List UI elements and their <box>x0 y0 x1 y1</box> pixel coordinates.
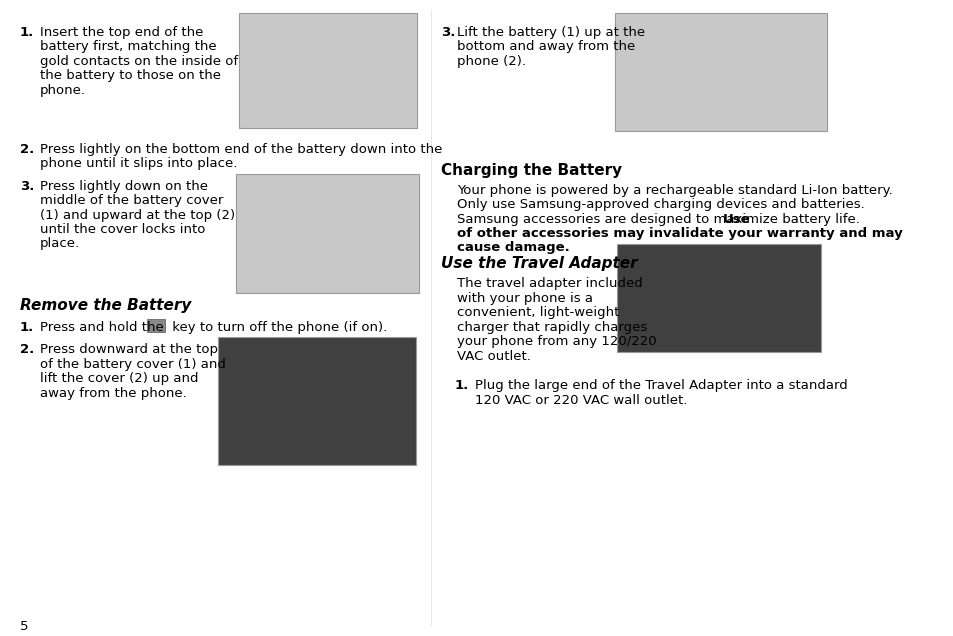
Text: Press downward at the top: Press downward at the top <box>40 343 218 356</box>
Text: Plug the large end of the Travel Adapter into a standard: Plug the large end of the Travel Adapter… <box>475 379 847 392</box>
Text: key to turn off the phone (if on).: key to turn off the phone (if on). <box>169 321 387 335</box>
Text: 3.: 3. <box>440 26 455 39</box>
Text: 3.: 3. <box>20 179 34 193</box>
Text: Charging the Battery: Charging the Battery <box>440 163 621 177</box>
Text: lift the cover (2) up and: lift the cover (2) up and <box>40 372 198 385</box>
Text: Use the Travel Adapter: Use the Travel Adapter <box>440 256 637 272</box>
Bar <box>218 337 416 465</box>
Text: Lift the battery (1) up at the: Lift the battery (1) up at the <box>456 26 644 39</box>
Text: bottom and away from the: bottom and away from the <box>456 41 635 53</box>
Text: 5: 5 <box>20 619 28 633</box>
Text: VAC outlet.: VAC outlet. <box>456 350 531 363</box>
Text: Samsung accessories are designed to maximize battery life.: Samsung accessories are designed to maxi… <box>456 212 863 226</box>
Text: until the cover locks into: until the cover locks into <box>40 223 205 236</box>
Bar <box>617 244 820 352</box>
Text: convenient, light-weight: convenient, light-weight <box>456 307 618 319</box>
Text: Press and hold the: Press and hold the <box>40 321 164 335</box>
Bar <box>236 174 418 293</box>
Text: your phone from any 120/220: your phone from any 120/220 <box>456 335 656 349</box>
Text: of the battery cover (1) and: of the battery cover (1) and <box>40 357 226 371</box>
Text: 2.: 2. <box>20 343 33 356</box>
Text: battery first, matching the: battery first, matching the <box>40 41 216 53</box>
Text: 120 VAC or 220 VAC wall outlet.: 120 VAC or 220 VAC wall outlet. <box>475 394 686 406</box>
Text: phone.: phone. <box>40 84 86 97</box>
Text: Use: Use <box>721 212 749 226</box>
Text: away from the phone.: away from the phone. <box>40 387 187 399</box>
Text: Insert the top end of the: Insert the top end of the <box>40 26 203 39</box>
Text: with your phone is a: with your phone is a <box>456 292 593 305</box>
Bar <box>614 13 826 131</box>
Text: (1) and upward at the top (2): (1) and upward at the top (2) <box>40 209 235 221</box>
Text: Your phone is powered by a rechargeable standard Li-Ion battery.: Your phone is powered by a rechargeable … <box>456 184 892 197</box>
Text: 1.: 1. <box>20 26 33 39</box>
Text: 2.: 2. <box>20 142 33 156</box>
Text: phone (2).: phone (2). <box>456 55 525 68</box>
Text: 1.: 1. <box>454 379 468 392</box>
Text: phone until it slips into place.: phone until it slips into place. <box>40 157 237 170</box>
Text: Remove the Battery: Remove the Battery <box>20 298 191 314</box>
Text: Press lightly down on the: Press lightly down on the <box>40 179 208 193</box>
Text: The travel adapter included: The travel adapter included <box>456 277 642 291</box>
Text: 1.: 1. <box>20 321 33 335</box>
Text: charger that rapidly charges: charger that rapidly charges <box>456 321 647 334</box>
Text: Only use Samsung-approved charging devices and batteries.: Only use Samsung-approved charging devic… <box>456 198 864 211</box>
Text: middle of the battery cover: middle of the battery cover <box>40 194 223 207</box>
Bar <box>147 319 165 332</box>
Text: the battery to those on the: the battery to those on the <box>40 69 221 82</box>
Text: place.: place. <box>40 237 80 251</box>
Text: of other accessories may invalidate your warranty and may: of other accessories may invalidate your… <box>456 227 902 240</box>
Text: cause damage.: cause damage. <box>456 242 569 254</box>
Bar <box>238 13 416 128</box>
Text: gold contacts on the inside of: gold contacts on the inside of <box>40 55 238 68</box>
Text: Press lightly on the bottom end of the battery down into the: Press lightly on the bottom end of the b… <box>40 142 442 156</box>
